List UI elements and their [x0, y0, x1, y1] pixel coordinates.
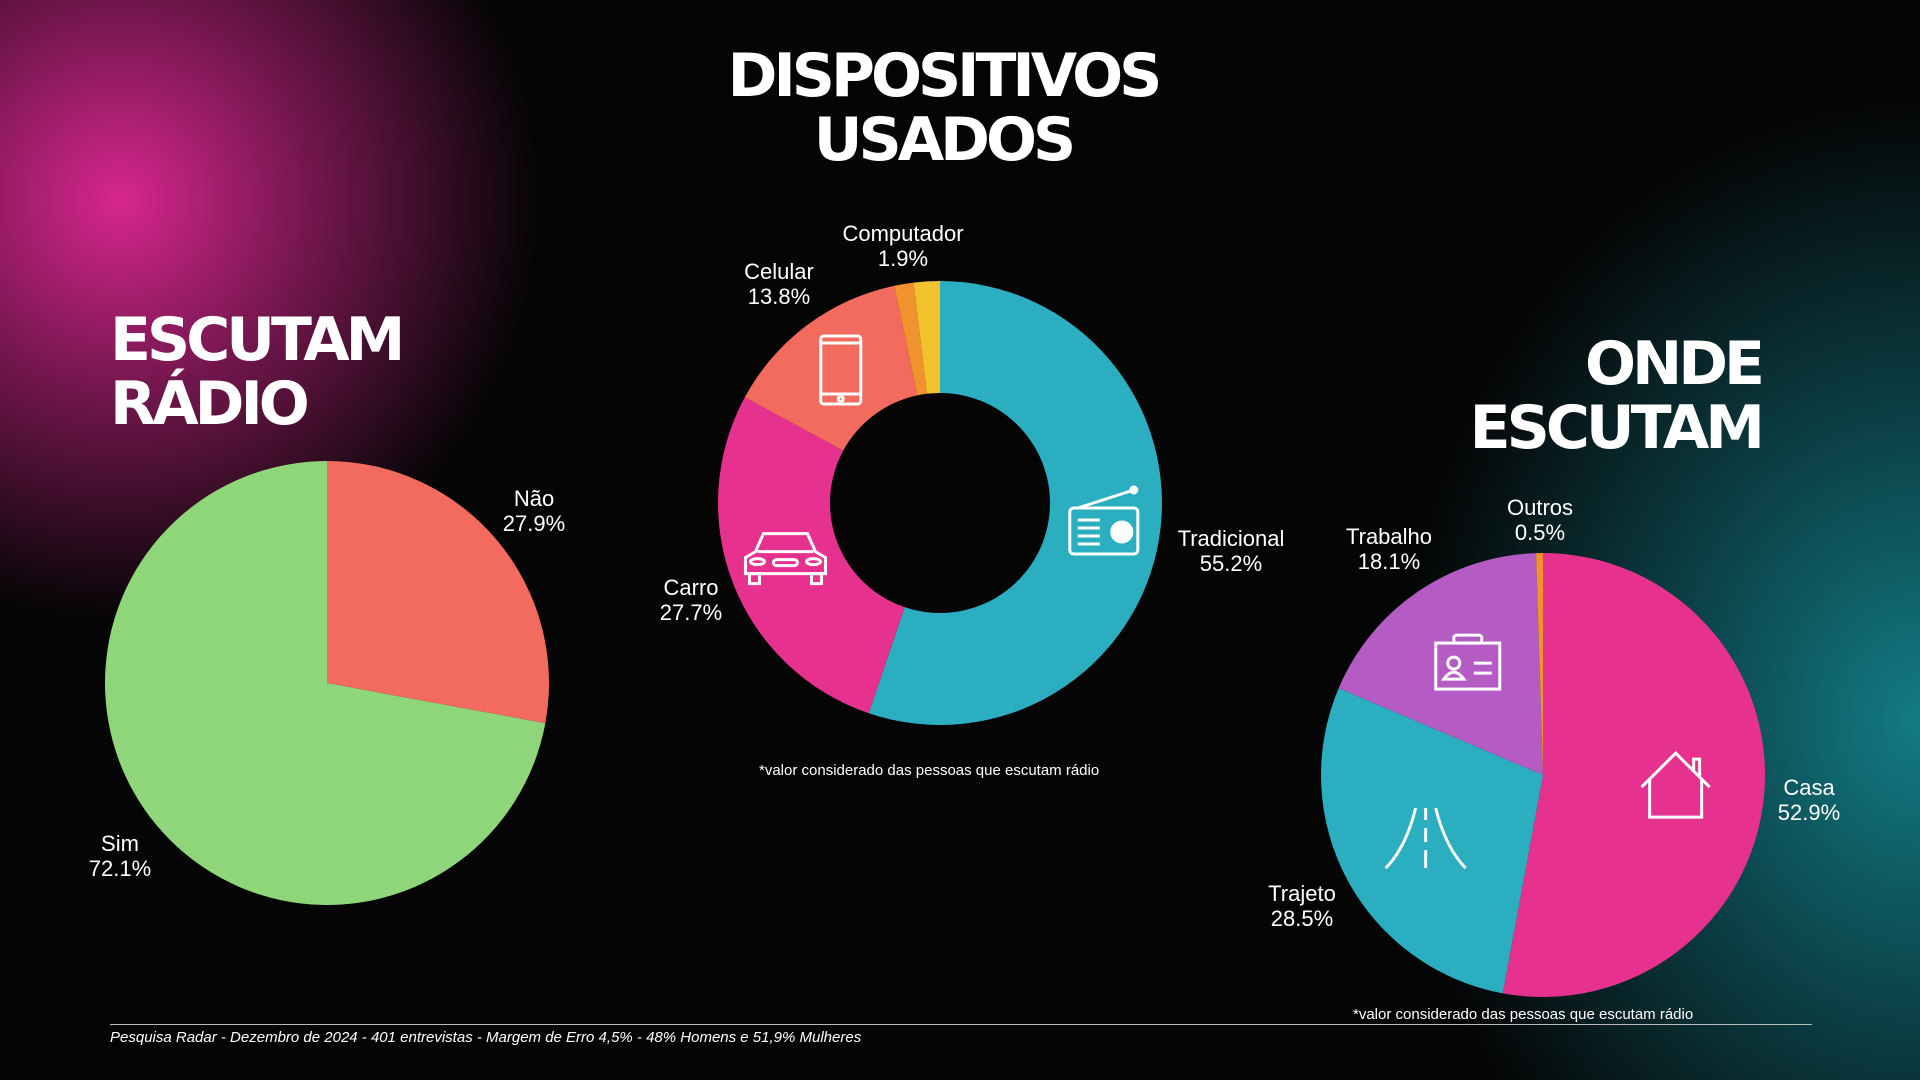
chart-1	[718, 281, 1162, 725]
label-casa: Casa 52.9%	[1777, 775, 1841, 825]
id-badge-icon	[1434, 633, 1502, 691]
chart-title-escutam-radio: ESCUTAM RÁDIO	[110, 305, 405, 439]
label-nao: Não 27.9%	[502, 486, 566, 536]
title-line: ESCUTAM	[1469, 393, 1765, 463]
footer-divider	[110, 1024, 1812, 1025]
slice-unlabeled	[894, 282, 927, 396]
label-computador: Computador 1.9%	[842, 221, 964, 271]
chart-2	[1321, 553, 1766, 997]
slice-computador	[913, 281, 940, 394]
car-icon	[743, 532, 827, 586]
chart-title-onde-escutam: ONDE ESCUTAM	[1469, 329, 1765, 463]
slice-trabalho	[1338, 553, 1543, 775]
slice-outros	[1536, 553, 1543, 775]
title-line: DISPOSITIVOS	[727, 41, 1163, 111]
label-sim: Sim 72.1%	[88, 831, 152, 881]
note-dispositivos: *valor considerado das pessoas que escut…	[759, 762, 1100, 779]
footer-source: Pesquisa Radar - Dezembro de 2024 - 401 …	[110, 1029, 862, 1046]
slice-não	[327, 461, 549, 724]
road-icon	[1384, 807, 1467, 870]
label-carro: Carro 27.7%	[659, 575, 723, 625]
radio-icon	[1068, 485, 1140, 556]
label-outros: Outros 0.5%	[1506, 495, 1574, 545]
title-line: ONDE	[1584, 329, 1765, 399]
label-trabalho: Trabalho 18.1%	[1345, 524, 1433, 574]
title-line: ESCUTAM	[110, 305, 405, 375]
slice-carro	[718, 397, 905, 714]
slice-casa	[1502, 553, 1766, 997]
label-tradicional: Tradicional 55.2%	[1177, 526, 1285, 576]
slice-celular	[744, 285, 918, 451]
smartphone-icon	[819, 334, 863, 406]
label-celular: Celular 13.8%	[744, 259, 814, 309]
chart-title-dispositivos: DISPOSITIVOS USADOS	[727, 41, 1163, 175]
title-line: USADOS	[813, 105, 1076, 175]
label-trajeto: Trajeto 28.5%	[1268, 881, 1336, 931]
slice-trajeto	[1321, 688, 1543, 994]
note-onde-escutam: *valor considerado das pessoas que escut…	[1353, 1006, 1694, 1023]
house-icon	[1640, 750, 1711, 819]
title-line: RÁDIO	[110, 369, 310, 439]
slice-sim	[105, 461, 546, 905]
slice-tradicional	[868, 281, 1162, 725]
chart-0	[105, 461, 549, 905]
